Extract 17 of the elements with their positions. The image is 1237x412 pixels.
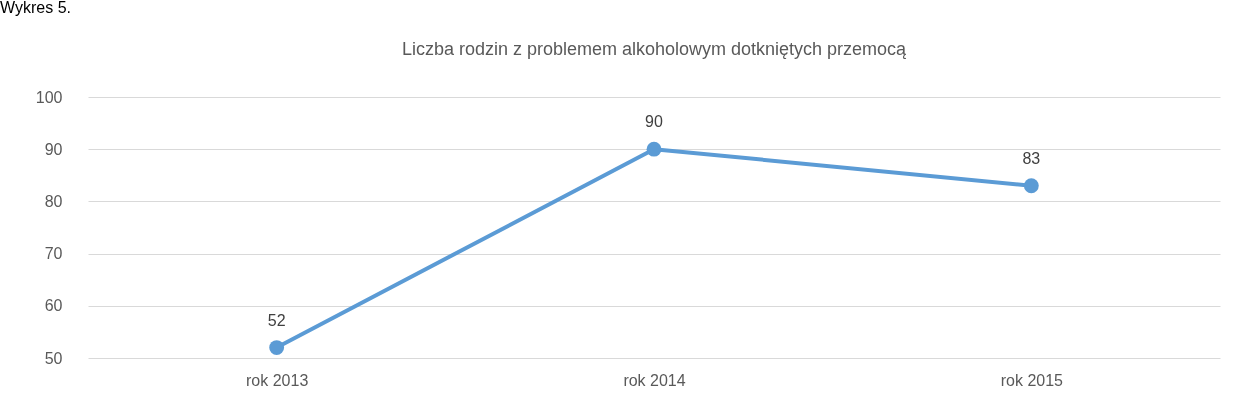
chart-title: Liczba rodzin z problemem alkoholowym dotkniętych przemocą (401, 39, 908, 59)
data-label: 90 (645, 113, 663, 131)
point (646, 141, 662, 157)
y-tick-label: 70 (44, 245, 63, 263)
y-tick-label: 60 (44, 297, 63, 315)
text: Wykres 5. (0, 0, 71, 16)
y-tick-label: 80 (44, 192, 63, 210)
point (1023, 178, 1039, 194)
y-tick-label: 50 (44, 349, 63, 367)
point (269, 340, 285, 355)
x-tick-label: rok 2015 (1000, 371, 1064, 389)
y-tick-label: 100 (35, 88, 63, 106)
data-label: 83 (1022, 149, 1041, 167)
x-tick-label: rok 2014 (623, 371, 686, 389)
y-tick-label: 90 (44, 140, 63, 158)
x-tick-label: rok 2013 (246, 371, 309, 389)
data-label: 52 (267, 311, 286, 329)
